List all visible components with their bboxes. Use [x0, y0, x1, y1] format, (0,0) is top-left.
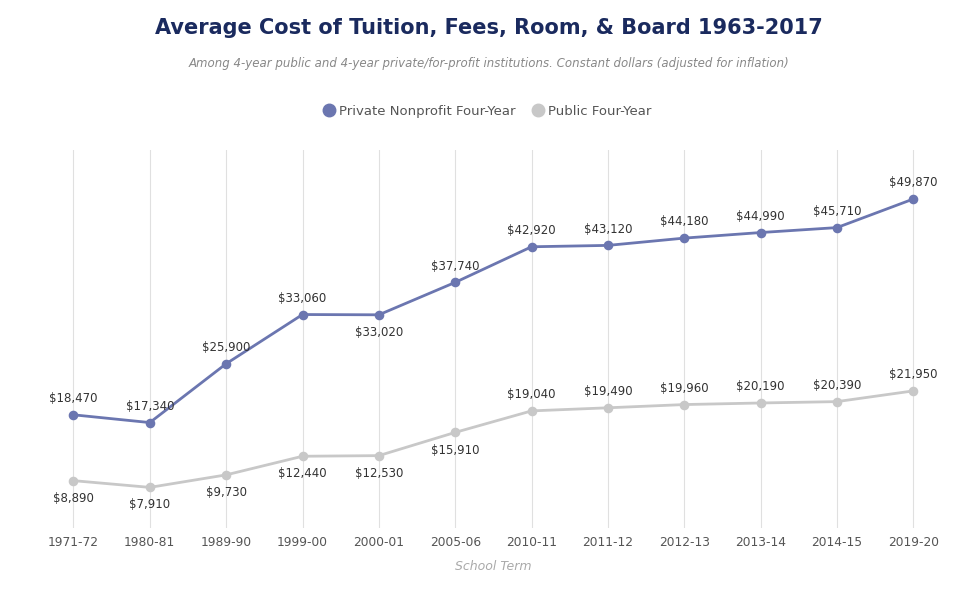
- Text: $44,180: $44,180: [660, 215, 708, 229]
- Point: [142, 482, 157, 492]
- Text: $19,960: $19,960: [659, 382, 708, 395]
- Text: $9,730: $9,730: [205, 486, 246, 499]
- Point: [447, 278, 463, 287]
- Text: $21,950: $21,950: [889, 368, 938, 381]
- Text: Average Cost of Tuition, Fees, Room, & Board 1963-2017: Average Cost of Tuition, Fees, Room, & B…: [154, 18, 823, 38]
- Text: $19,040: $19,040: [507, 388, 556, 401]
- Text: $25,900: $25,900: [202, 341, 250, 354]
- Point: [65, 476, 81, 485]
- Text: $33,060: $33,060: [278, 292, 326, 305]
- Point: [753, 228, 769, 238]
- Point: [218, 359, 234, 368]
- Text: $49,870: $49,870: [889, 176, 938, 189]
- Point: [371, 310, 387, 320]
- Point: [65, 410, 81, 419]
- Point: [142, 418, 157, 427]
- Text: $37,740: $37,740: [431, 260, 480, 272]
- Point: [753, 398, 769, 408]
- Point: [447, 428, 463, 437]
- Text: $12,530: $12,530: [355, 467, 404, 480]
- Point: [829, 397, 845, 406]
- Legend: Private Nonprofit Four-Year, Public Four-Year: Private Nonprofit Four-Year, Public Four…: [320, 100, 657, 123]
- Point: [524, 242, 539, 251]
- Text: $19,490: $19,490: [583, 385, 632, 398]
- Text: $44,990: $44,990: [737, 210, 785, 223]
- Text: $45,710: $45,710: [813, 205, 862, 218]
- Text: $20,390: $20,390: [813, 379, 861, 392]
- Text: $18,470: $18,470: [49, 392, 98, 405]
- Point: [218, 470, 234, 479]
- Text: $43,120: $43,120: [583, 223, 632, 236]
- Point: [600, 241, 616, 250]
- Text: $12,440: $12,440: [278, 467, 327, 481]
- Point: [906, 386, 921, 395]
- Point: [600, 403, 616, 413]
- Point: [295, 451, 311, 461]
- Point: [676, 400, 692, 409]
- Text: $7,910: $7,910: [129, 499, 170, 511]
- Text: $20,190: $20,190: [737, 380, 785, 393]
- Point: [371, 451, 387, 460]
- Text: $42,920: $42,920: [507, 224, 556, 237]
- Point: [676, 233, 692, 243]
- Text: Among 4-year public and 4-year private/for-profit institutions. Constant dollars: Among 4-year public and 4-year private/f…: [189, 57, 788, 70]
- Text: $17,340: $17,340: [125, 400, 174, 413]
- Text: $33,020: $33,020: [355, 326, 403, 339]
- X-axis label: School Term: School Term: [455, 560, 531, 574]
- Text: $15,910: $15,910: [431, 443, 480, 457]
- Point: [295, 310, 311, 319]
- Point: [906, 194, 921, 204]
- Point: [829, 223, 845, 232]
- Point: [524, 406, 539, 416]
- Text: $8,890: $8,890: [53, 492, 94, 505]
